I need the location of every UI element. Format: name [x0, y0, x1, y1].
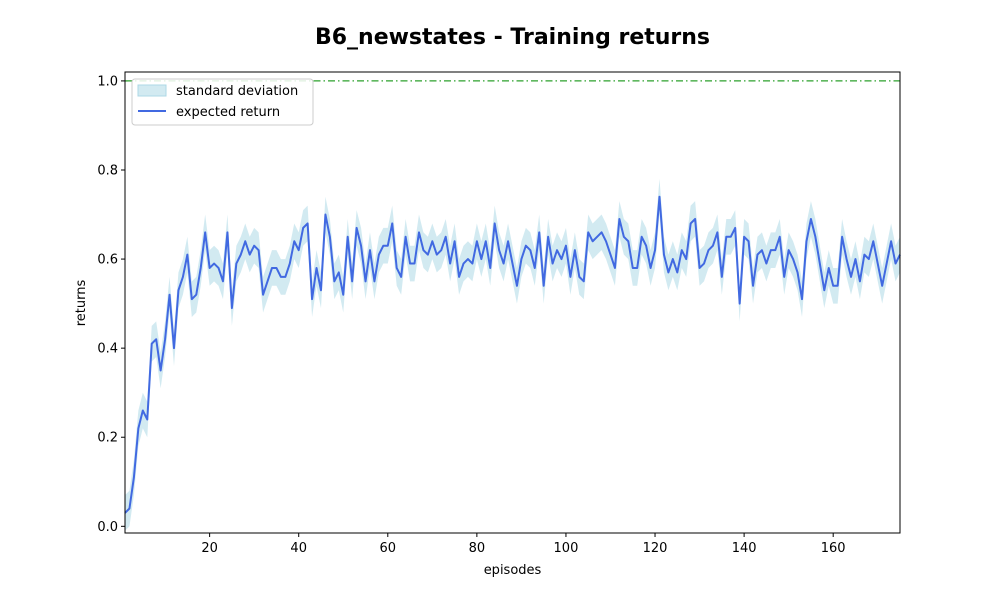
- x-tick-label: 140: [732, 541, 757, 556]
- x-tick-label: 60: [380, 541, 397, 556]
- std-band-layer: [125, 178, 900, 531]
- x-axis-ticks: 20 40 60 80 100 120 140 160: [201, 533, 846, 556]
- x-tick-label: 40: [290, 541, 307, 556]
- legend-label-std: standard deviation: [176, 84, 298, 99]
- x-tick-label: 100: [554, 541, 579, 556]
- plot-area: [124, 80, 901, 531]
- chart-title: B6_newstates - Training returns: [315, 25, 710, 50]
- y-axis-ticks: 0.0 0.2 0.4 0.6 0.8 1.0: [97, 74, 125, 535]
- legend: standard deviation expected return: [131, 78, 314, 126]
- x-tick-label: 160: [821, 541, 846, 556]
- y-tick-label: 0.8: [97, 163, 118, 178]
- y-tick-label: 0.2: [97, 431, 118, 446]
- expected-return-line: [124, 195, 901, 514]
- legend-box: [131, 78, 314, 126]
- y-tick-label: 0.0: [97, 520, 118, 535]
- x-axis-title: episodes: [484, 563, 542, 578]
- expected-return-layer: [124, 195, 901, 514]
- x-tick-label: 80: [469, 541, 486, 556]
- legend-band-swatch: [137, 84, 167, 97]
- plot-frame: [124, 71, 901, 534]
- x-tick-label: 20: [201, 541, 218, 556]
- y-axis-title: returns: [74, 280, 89, 327]
- y-tick-label: 0.4: [97, 342, 118, 357]
- std-band: [125, 178, 900, 531]
- y-tick-label: 0.6: [97, 253, 118, 268]
- x-tick-label: 120: [643, 541, 668, 556]
- y-tick-label: 1.0: [97, 74, 118, 89]
- legend-label-expected: expected return: [176, 105, 280, 120]
